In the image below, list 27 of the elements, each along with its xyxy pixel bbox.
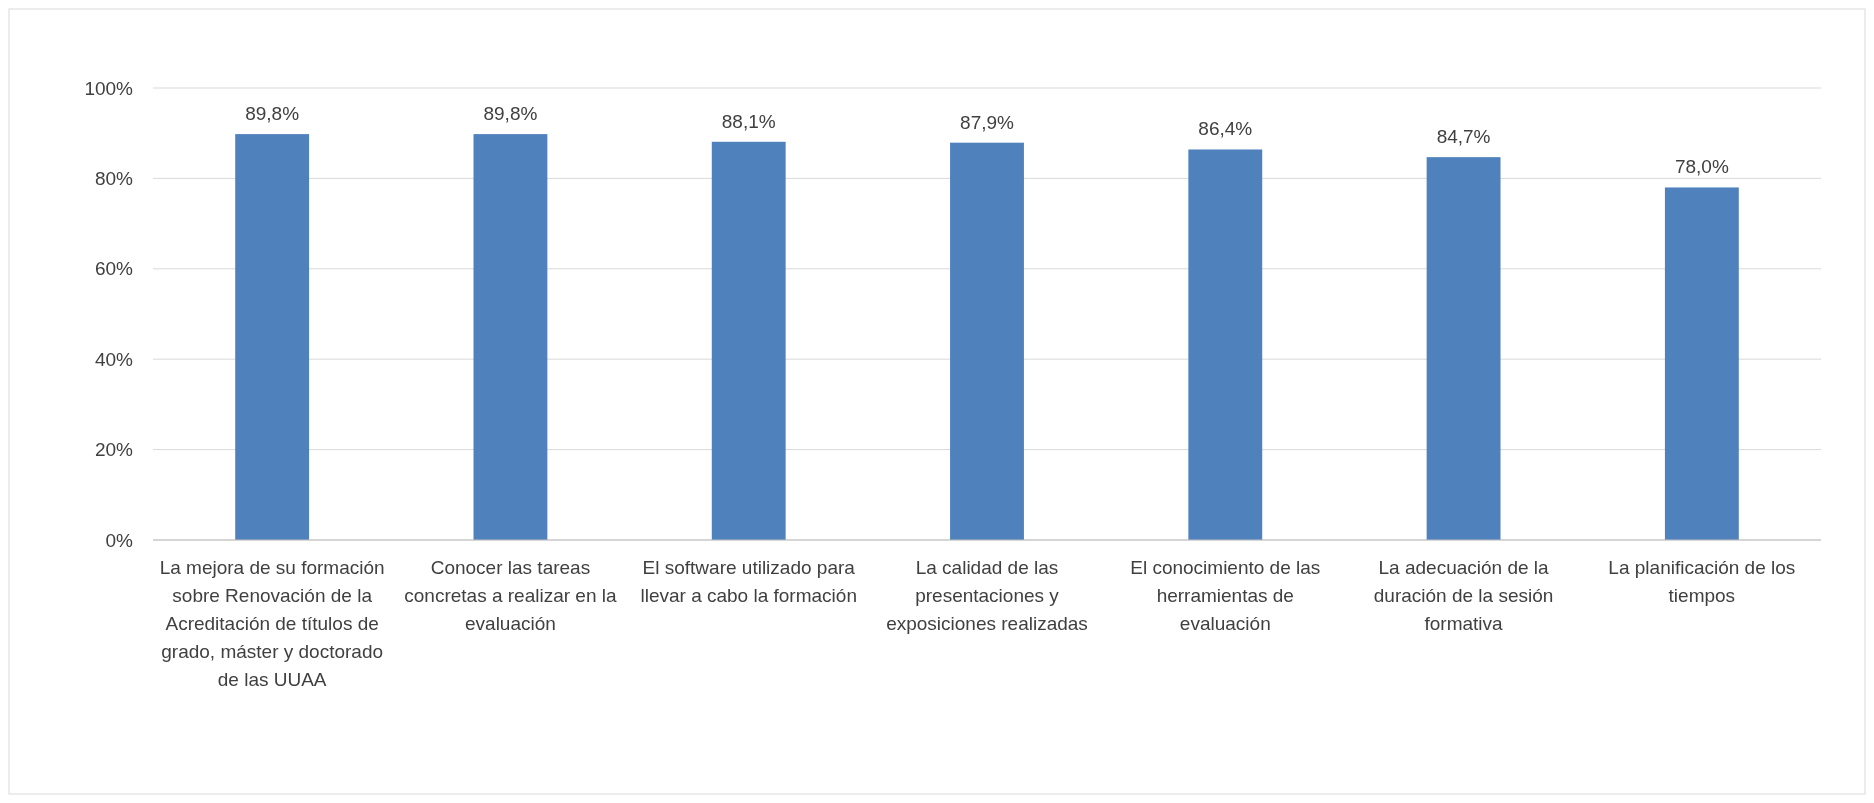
x-tick-label: Conocer las tareas concretas a realizar en la evaluación <box>404 557 617 634</box>
bar <box>950 142 1024 540</box>
x-tick-label: La adecuación de la duración de la sesión formativa <box>1373 557 1554 634</box>
bar <box>1426 157 1501 540</box>
y-tick-label: 40% <box>94 348 134 370</box>
x-tick-label: El software utilizado para llevar a cabo la formación <box>640 557 857 606</box>
y-tick-label: 60% <box>94 258 134 280</box>
data-label: 78,0% <box>1674 156 1729 178</box>
data-label: 86,4% <box>1198 118 1253 140</box>
x-tick-label: La mejora de su formación sobre Renovación de la Acreditación de títulos de grado, máster y doctorado de las UUAA <box>159 557 385 690</box>
data-label: 89,8% <box>483 103 538 125</box>
data-label: 84,7% <box>1436 126 1491 148</box>
bar <box>235 134 310 540</box>
bar <box>1664 187 1739 540</box>
data-label: 89,8% <box>245 103 300 125</box>
data-label: 88,1% <box>721 110 776 132</box>
x-tick-label: La planificación de los tiempos <box>1608 557 1796 606</box>
y-tick-label: 20% <box>94 439 134 461</box>
y-tick-label: 0% <box>105 529 134 551</box>
data-label: 87,9% <box>960 111 1015 133</box>
bar <box>711 141 786 540</box>
x-tick-label: La calidad de las presentaciones y exposiciones realizadas <box>886 557 1088 634</box>
y-tick-label: 100% <box>84 77 134 99</box>
bar <box>1188 149 1263 540</box>
y-tick-label: 80% <box>94 168 134 190</box>
x-tick-label: El conocimiento de las herramientas de evaluación <box>1130 557 1321 634</box>
bar <box>473 134 548 540</box>
